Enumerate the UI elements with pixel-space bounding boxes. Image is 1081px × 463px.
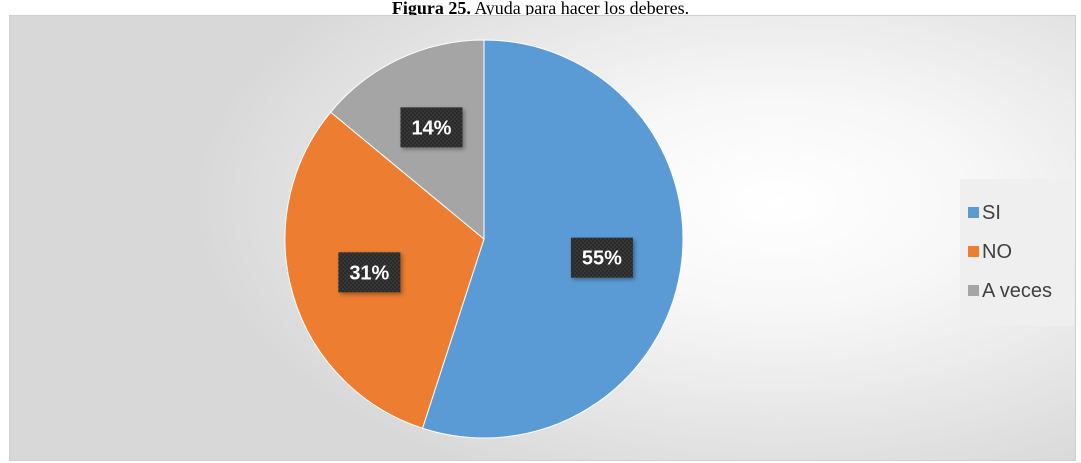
data-label-text-si: 55% [582,248,622,270]
data-label-a-veces: 14% [400,107,463,148]
legend-item-no: NO [968,240,1012,264]
legend-label-no: NO [982,241,1012,263]
pie-chart: 55% 31% 14% [284,39,684,439]
data-label-text-no: 31% [349,262,389,284]
data-label-box-a-veces [400,107,463,148]
pie-slice-si [421,39,684,439]
legend-label-si: SI [982,202,1001,224]
figure-label: Figura 25. [391,0,471,16]
legend-label-a-veces: A veces [982,280,1053,302]
legend-swatch-a-veces [968,285,979,296]
data-label-text-a-veces: 14% [411,117,451,139]
figure-title: Ayuda para hacer los deberes. [470,0,690,16]
legend-swatch-no [968,246,979,257]
legend-item-a-veces: A veces [968,279,1052,303]
data-label-si: 55% [570,237,633,278]
data-label-box-si [570,237,633,278]
chart-area: 55% 31% 14% SI NO A veces [9,15,1076,461]
figure-caption: Figura 25. Ayuda para hacer los deberes. [0,0,1081,16]
legend-swatch-si [968,207,979,218]
legend-item-si: SI [968,201,1001,225]
data-label-no: 31% [338,252,401,293]
data-label-box-no [338,252,401,293]
chart-legend: SI NO A veces [960,179,1074,326]
